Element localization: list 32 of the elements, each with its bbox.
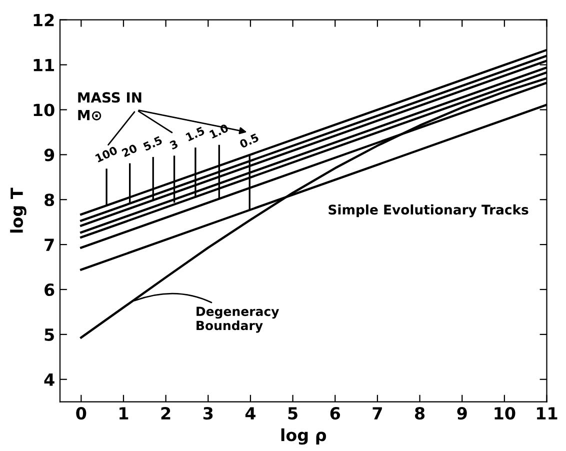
annotation: 1.5 — [186, 126, 206, 142]
x-tick-label: 3 — [203, 406, 213, 420]
y-tick-label: 7 — [44, 238, 54, 251]
y-tick-label: 4 — [44, 374, 54, 386]
annotation: 5.5 — [142, 136, 163, 152]
x-tick-label: 8 — [414, 406, 425, 420]
annotation: Degeneracy Boundary — [196, 306, 280, 333]
y-tick-label: 5 — [44, 328, 54, 341]
y-tick-label: 12 — [34, 14, 54, 26]
x-tick-label: 0 — [76, 406, 86, 420]
y-tick-label: 11 — [34, 58, 54, 72]
x-tick-label: 4 — [245, 407, 256, 420]
annotation: Simple Evolutionary Tracks — [328, 204, 528, 218]
x-tick-label: 10 — [494, 406, 516, 420]
y-axis-title: log T — [10, 188, 26, 233]
annotation: 20 — [121, 144, 138, 158]
x-tick-label: 6 — [330, 407, 340, 420]
y-tick-label: 8 — [44, 194, 54, 206]
x-tick-label: 11 — [537, 407, 558, 420]
x-tick-label: 5 — [288, 407, 298, 420]
x-tick-label: 7 — [372, 407, 382, 420]
annotation: 100 — [94, 146, 118, 163]
x-axis-title: log ρ — [281, 428, 326, 445]
y-tick-label: 6 — [44, 283, 54, 296]
x-tick-label: 2 — [161, 406, 170, 420]
x-tick-label: 1 — [120, 407, 128, 420]
annotation: MASS IN M⊙ — [78, 92, 142, 120]
y-tick-label: 10 — [34, 104, 54, 116]
y-tick-label: 9 — [44, 148, 54, 162]
x-tick-label: 9 — [457, 407, 467, 420]
annotation: 0.5 — [238, 133, 260, 148]
annotation: 3 — [169, 140, 178, 150]
